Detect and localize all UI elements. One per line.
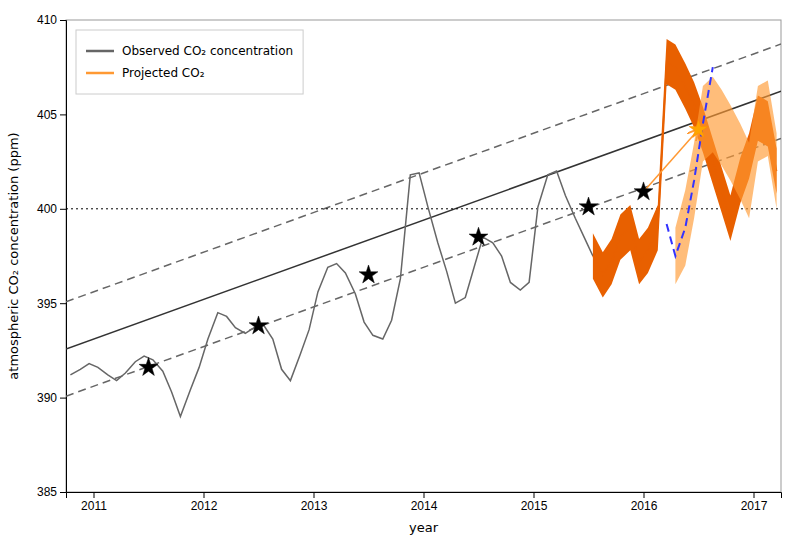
- plot-frame: [66, 20, 781, 492]
- x-axis: 2011 2012 2013 2014 2015 2016 2017: [67, 492, 782, 513]
- legend-label: Projected CO₂: [122, 66, 205, 80]
- tick-mark: [204, 492, 205, 498]
- y-axis-title: atmospheric CO₂ concentration (ppm): [6, 132, 21, 379]
- tick-mark: [754, 492, 755, 498]
- legend-swatch: [86, 50, 114, 53]
- marks: [66, 39, 781, 417]
- tick-mark: [94, 492, 95, 498]
- legend-box: [76, 30, 303, 94]
- line: [66, 91, 781, 349]
- tick: 410: [37, 13, 66, 27]
- tick-label: 2017: [741, 499, 768, 513]
- tick: 2014: [411, 492, 438, 513]
- point: [634, 182, 653, 200]
- point: [689, 120, 708, 138]
- tick-label: 2013: [301, 499, 328, 513]
- tick: 400: [37, 202, 66, 216]
- tick-label: 400: [37, 202, 57, 216]
- plot: 2011 2012 2013 2014 2015 2016 2017 385 390 395 400…: [37, 13, 782, 512]
- tick-label: 2011: [81, 499, 107, 513]
- legend-label: Observed CO₂ concentration: [122, 44, 293, 58]
- tick-label: 405: [37, 108, 57, 122]
- tick-mark: [60, 398, 66, 399]
- legend: Observed CO₂ concentration Projected CO₂: [76, 30, 303, 94]
- x-axis-title: year: [409, 520, 439, 535]
- reference-line: [66, 208, 781, 209]
- tick-mark: [314, 492, 315, 498]
- tick: 2015: [521, 492, 548, 513]
- axis-line: [60, 21, 67, 493]
- tick-label: 410: [37, 13, 57, 27]
- tick-label: 2012: [191, 499, 218, 513]
- chart: 2011 2012 2013 2014 2015 2016 2017 385 390 395 400…: [0, 0, 805, 542]
- tick-label: 2014: [411, 499, 438, 513]
- tick-label: 385: [37, 485, 57, 499]
- tick: 2011: [81, 492, 107, 513]
- tick-mark: [60, 303, 66, 304]
- tick-mark: [60, 20, 66, 21]
- point: [249, 316, 268, 334]
- line: [667, 67, 713, 256]
- tick: 2012: [191, 492, 218, 513]
- arrow: [644, 130, 699, 192]
- tick: 2013: [301, 492, 328, 513]
- tick-mark: [424, 492, 425, 498]
- y-axis: 385 390 395 400 405 410: [37, 13, 67, 499]
- tick-mark: [60, 209, 66, 210]
- tick: 2016: [631, 492, 658, 513]
- tick: 385: [37, 485, 66, 499]
- line: [66, 138, 781, 396]
- tick-mark: [60, 114, 66, 115]
- point: [139, 357, 158, 375]
- point: [469, 227, 488, 245]
- tick-label: 2016: [631, 499, 658, 513]
- point: [359, 265, 378, 283]
- tick-mark: [534, 492, 535, 498]
- tick: 2017: [741, 492, 768, 513]
- point: [579, 197, 598, 215]
- band: [675, 77, 776, 285]
- tick-label: 390: [37, 391, 57, 405]
- tick: 395: [37, 297, 66, 311]
- band: [593, 39, 777, 298]
- tick-label: 395: [37, 297, 57, 311]
- tick-mark: [644, 492, 645, 498]
- tick-mark: [60, 492, 66, 493]
- axis-line: [67, 493, 782, 499]
- tick: 405: [37, 108, 66, 122]
- legend-swatch: [86, 72, 114, 75]
- tick: 390: [37, 391, 66, 405]
- tick-label: 2015: [521, 499, 548, 513]
- line: [70, 171, 593, 416]
